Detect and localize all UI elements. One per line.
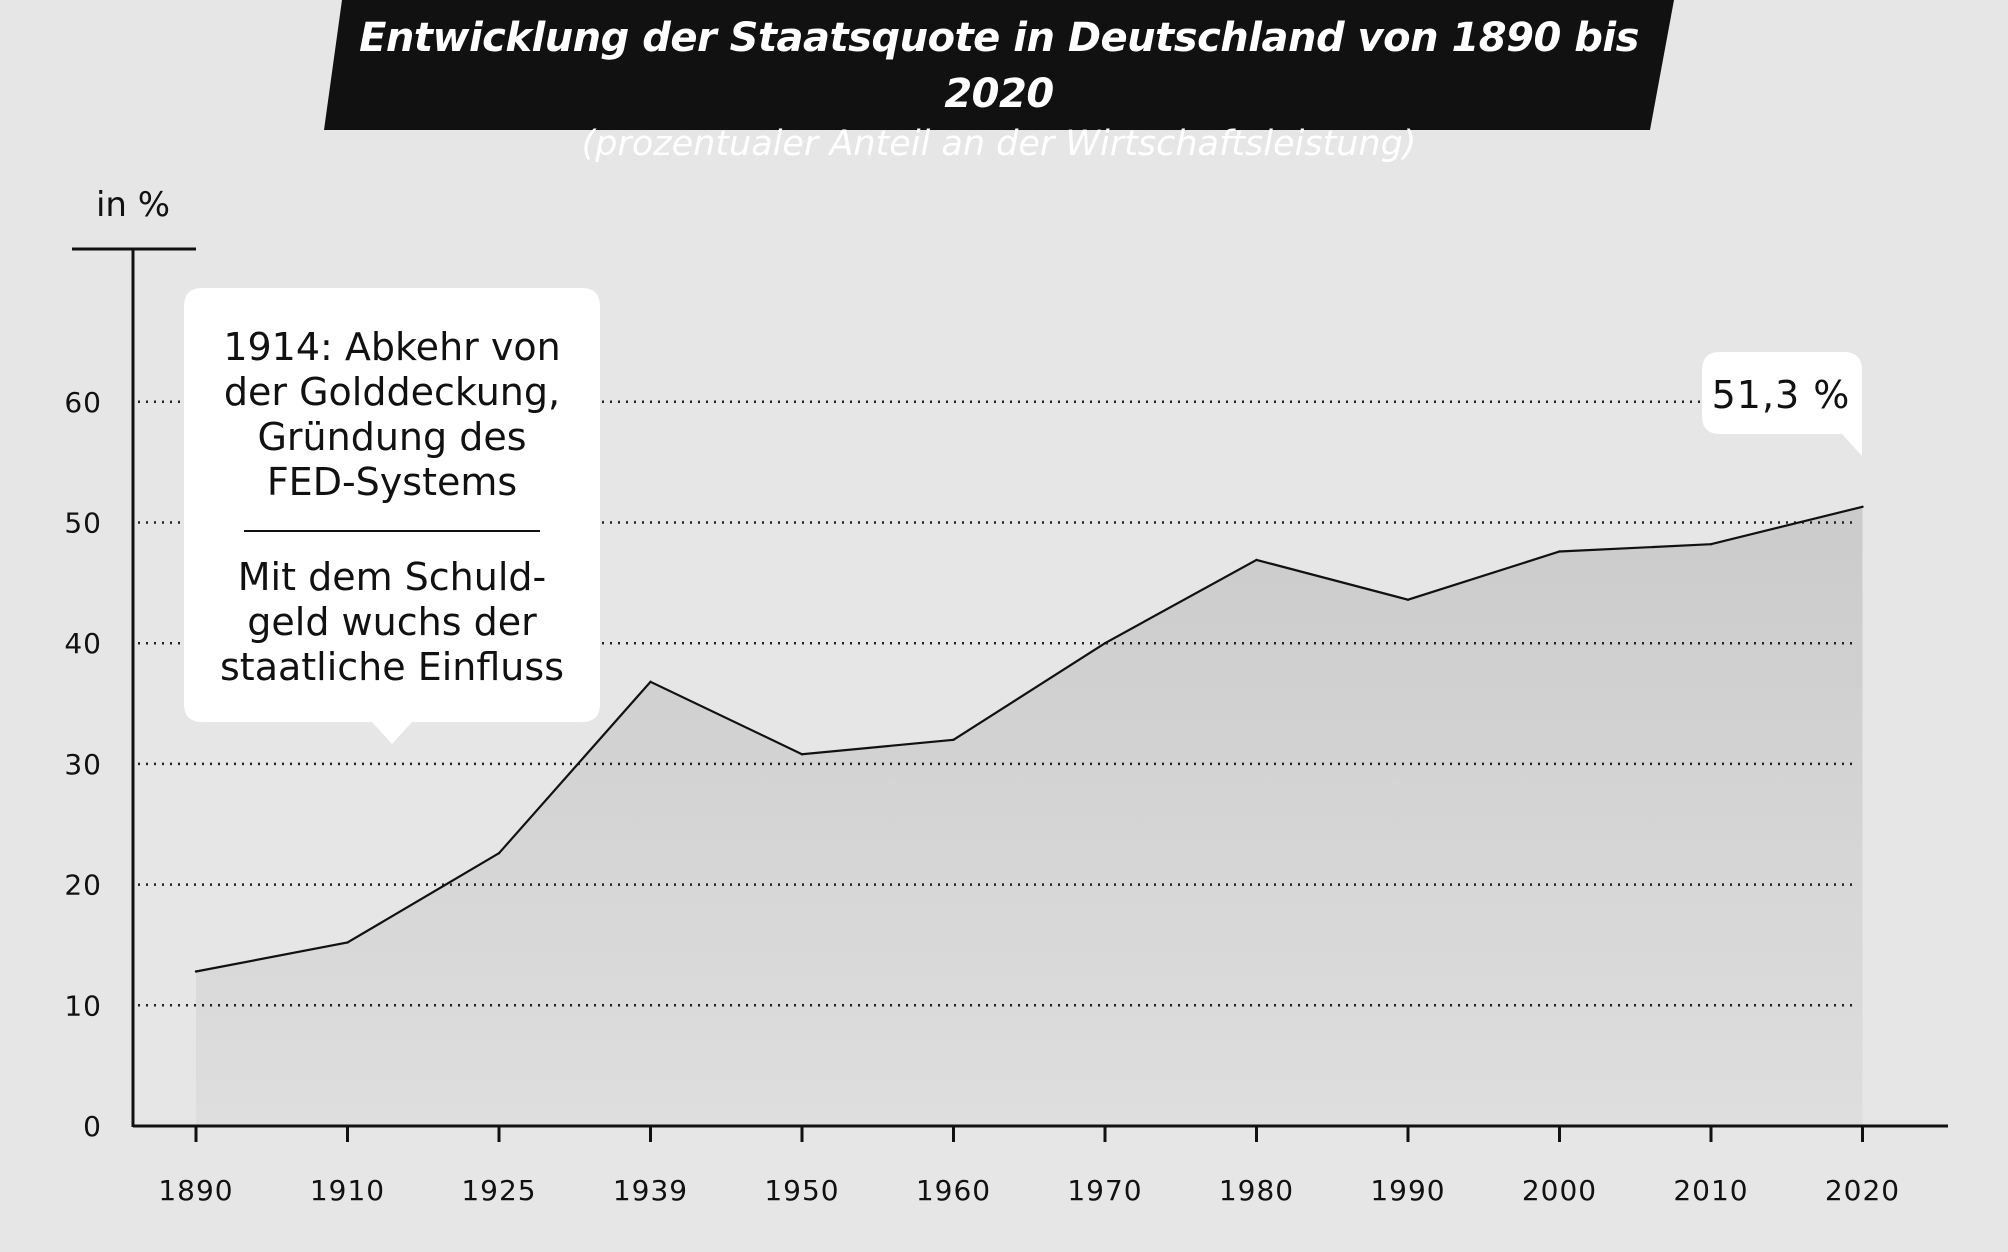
- y-tick-label-40: 40: [64, 627, 102, 660]
- x-tick-label-1970: 1970: [1067, 1174, 1142, 1207]
- event-callout-line: Gründung des: [257, 415, 526, 459]
- data-point-1960: [952, 738, 955, 741]
- y-tick-label-50: 50: [64, 507, 102, 540]
- x-tick-label-1960: 1960: [916, 1174, 991, 1207]
- y-tick-label-60: 60: [64, 386, 102, 419]
- x-tick-label-2010: 2010: [1673, 1174, 1748, 1207]
- event-callout-line: 1914: Abkehr von: [223, 325, 560, 369]
- data-point-1925: [497, 852, 501, 855]
- end-value-label: 51,3 %: [1712, 373, 1851, 417]
- y-tick-label-0: 0: [83, 1110, 102, 1143]
- end-value-callout: [1702, 352, 1862, 456]
- data-point-1939: [649, 680, 652, 684]
- x-tick-label-1990: 1990: [1370, 1174, 1445, 1207]
- data-point-1890: [194, 970, 198, 973]
- data-point-1970: [1103, 642, 1107, 645]
- area-fill: [196, 506, 1863, 1126]
- data-point-2010: [1709, 543, 1713, 546]
- title-block: Entwicklung der Staatsquote in Deutschla…: [324, 10, 1674, 166]
- event-callout-line: staatliche Einfluss: [220, 645, 564, 689]
- data-point-2000: [1558, 550, 1561, 553]
- y-tick-label-20: 20: [64, 869, 102, 902]
- data-point-1950: [800, 753, 804, 756]
- event-callout-line: Mit dem Schuld-: [238, 555, 547, 599]
- event-callout-box: [184, 288, 600, 744]
- x-tick-label-2020: 2020: [1825, 1174, 1900, 1207]
- x-tick-label-1939: 1939: [613, 1174, 688, 1207]
- x-tick-label-1950: 1950: [764, 1174, 839, 1207]
- data-point-2020: [1861, 505, 1864, 509]
- title-banner: [324, 0, 1674, 130]
- x-tick-label-1980: 1980: [1219, 1174, 1294, 1207]
- y-tick-label-30: 30: [64, 748, 102, 781]
- x-tick-label-1890: 1890: [158, 1174, 233, 1207]
- data-point-1990: [1406, 598, 1410, 601]
- series-line: [195, 505, 1863, 973]
- event-callout-line: der Golddeckung,: [224, 370, 560, 414]
- y-axis-unit-label: in %: [96, 185, 170, 225]
- chart-title: Entwicklung der Staatsquote in Deutschla…: [359, 15, 1639, 117]
- chart-subtitle: (prozentualer Anteil an der Wirtschaftsl…: [581, 124, 1417, 164]
- x-tick-label-1925: 1925: [461, 1174, 536, 1207]
- event-callout-line: geld wuchs der: [247, 600, 537, 644]
- x-tick-label-1910: 1910: [310, 1174, 385, 1207]
- data-point-1910: [346, 941, 349, 944]
- event-callout-line: FED-Systems: [267, 460, 517, 504]
- data-point-1980: [1255, 558, 1258, 562]
- x-tick-label-2000: 2000: [1522, 1174, 1597, 1207]
- y-tick-label-10: 10: [64, 989, 102, 1022]
